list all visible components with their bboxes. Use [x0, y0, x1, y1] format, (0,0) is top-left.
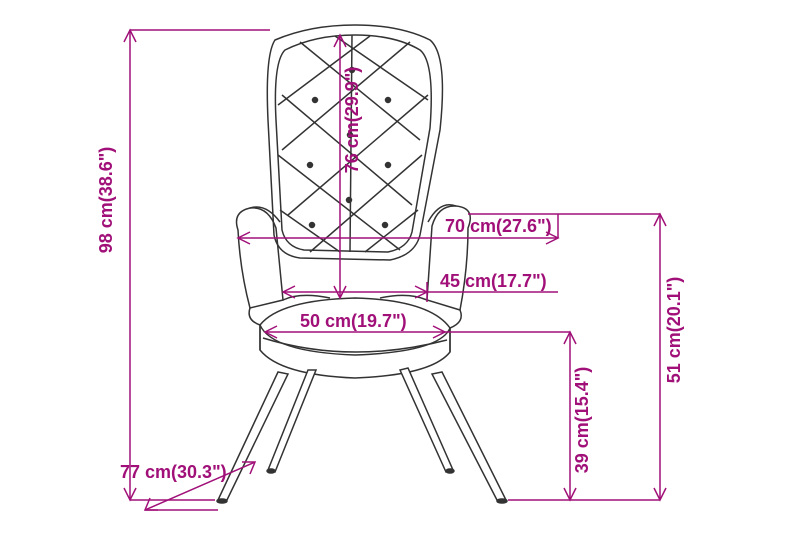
dim-total-height: [124, 30, 270, 500]
chair-illustration: [217, 25, 507, 503]
label-depth: 77 cm(30.3"): [120, 462, 227, 482]
label-total-height: 98 cm(38.6"): [96, 147, 116, 254]
label-back-height: 76 cm(29.9"): [342, 67, 362, 174]
label-seat-width: 50 cm(19.7"): [300, 311, 407, 331]
label-total-width: 70 cm(27.6"): [445, 216, 552, 236]
label-arm-height: 51 cm(20.1"): [664, 277, 684, 384]
dimension-labels: 98 cm(38.6") 76 cm(29.9") 70 cm(27.6") 4…: [96, 67, 684, 482]
label-seat-height: 39 cm(15.4"): [572, 367, 592, 474]
label-arm-width: 45 cm(17.7"): [440, 271, 547, 291]
